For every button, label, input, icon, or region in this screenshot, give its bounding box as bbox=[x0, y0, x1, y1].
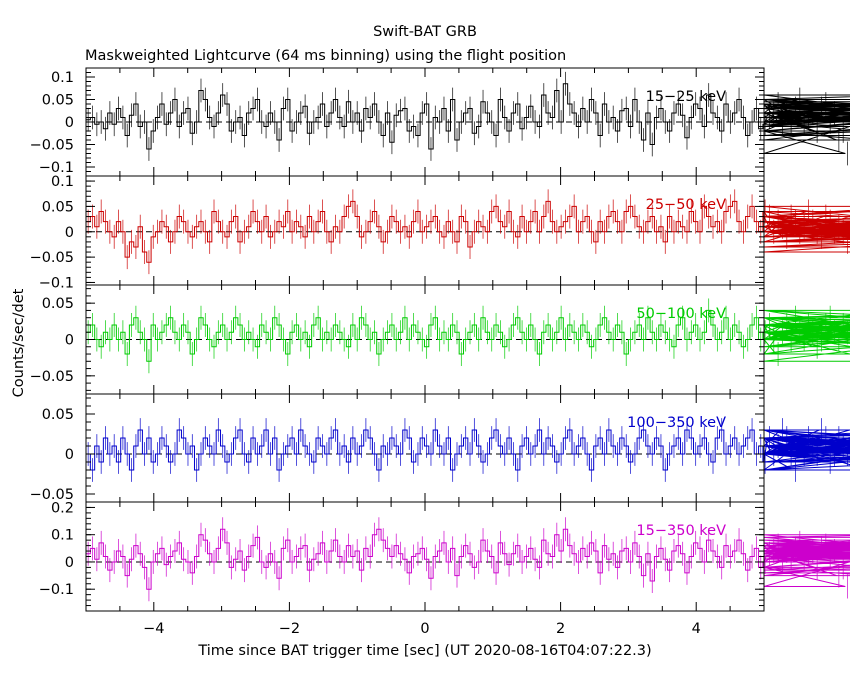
band-label: 15−350 keV bbox=[636, 523, 726, 539]
x-axis-label: Time since BAT trigger time [sec] (UT 20… bbox=[197, 643, 651, 659]
x-tick-label: 0 bbox=[420, 621, 429, 637]
x-tick-label: −2 bbox=[279, 621, 300, 637]
series-line bbox=[86, 83, 850, 154]
x-tick-label: 4 bbox=[692, 621, 701, 637]
panel-1: −0.1 −0.05 0 0.05 0.1 25−50 keV bbox=[30, 174, 850, 291]
y-tick-label: −0.1 bbox=[39, 275, 74, 291]
panel-3: −0.05 0 0.05 100−350 keV bbox=[30, 393, 850, 503]
panels-group: −0.1 −0.05 0 0.05 0.1 15−25 keV −0.1 −0.05 0 0.05… bbox=[30, 67, 850, 637]
y-tick-label: −0.1 bbox=[39, 582, 74, 598]
band-label: 50−100 keV bbox=[636, 306, 726, 322]
x-tick-label: −4 bbox=[143, 621, 164, 637]
y-tick-label: −0.05 bbox=[30, 250, 74, 266]
panel-2: −0.05 0 0.05 50−100 keV bbox=[30, 284, 850, 395]
series-line bbox=[86, 429, 850, 471]
y-tick-label: 0.05 bbox=[42, 199, 74, 215]
panel-0: −0.1 −0.05 0 0.05 0.1 15−25 keV bbox=[30, 67, 850, 177]
y-tick-label: −0.05 bbox=[30, 487, 74, 503]
y-tick-label: 0.05 bbox=[42, 407, 74, 423]
y-tick-label: 0.05 bbox=[42, 296, 74, 312]
series-line bbox=[86, 200, 850, 263]
y-tick-label: 0 bbox=[65, 333, 74, 349]
y-tick-label: 0.1 bbox=[51, 70, 74, 86]
y-tick-label: 0.05 bbox=[42, 93, 74, 109]
panel-4: −0.1 0 0.1 0.2 15−350 keV bbox=[39, 500, 850, 612]
chart-title: Swift-BAT GRB bbox=[373, 24, 477, 40]
y-tick-label: 0 bbox=[65, 447, 74, 463]
series-line bbox=[86, 528, 850, 590]
band-label: 15−25 keV bbox=[646, 89, 726, 105]
y-tick-label: −0.05 bbox=[30, 369, 74, 385]
y-axis-label: Counts/sec/det bbox=[11, 288, 27, 397]
y-tick-label: 0.1 bbox=[51, 174, 74, 190]
y-tick-label: 0 bbox=[65, 115, 74, 131]
x-tick-label: 2 bbox=[556, 621, 565, 637]
y-tick-label: 0.2 bbox=[51, 500, 74, 516]
y-tick-label: −0.1 bbox=[39, 160, 74, 176]
band-label: 100−350 keV bbox=[627, 415, 726, 431]
y-tick-label: 0 bbox=[65, 225, 74, 241]
chart-subtitle: Maskweighted Lightcurve (64 ms binning) … bbox=[85, 48, 566, 64]
y-tick-label: 0.1 bbox=[51, 528, 74, 544]
y-tick-label: 0 bbox=[65, 555, 74, 571]
band-label: 25−50 keV bbox=[646, 197, 726, 213]
y-tick-label: −0.05 bbox=[30, 138, 74, 154]
series-line bbox=[86, 309, 850, 362]
